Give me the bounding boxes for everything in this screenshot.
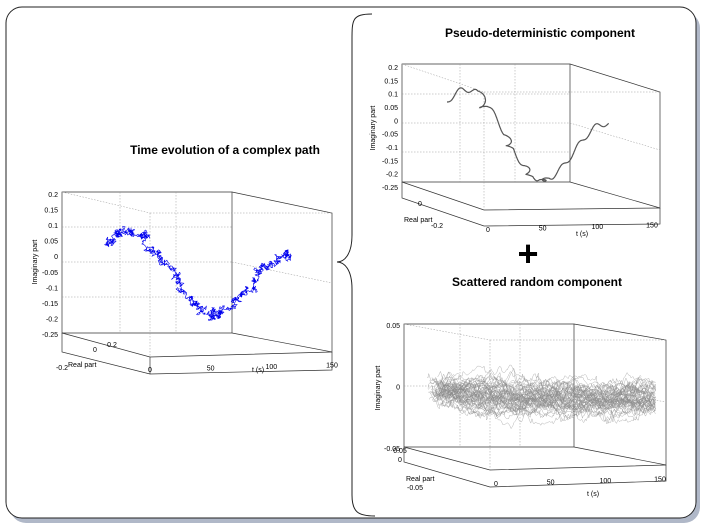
- chart-main-series: [104, 225, 292, 322]
- random-path-trace: [440, 365, 656, 410]
- chart-2-xtick: 50: [547, 480, 555, 487]
- chart-2-ytick: -0.05: [407, 485, 423, 492]
- chart-0-xtick: 150: [326, 363, 338, 370]
- chart-1-ztick: -0.1: [386, 145, 398, 152]
- chart-1-ztick: 0.05: [384, 105, 398, 112]
- chart-1-ztick: -0.15: [382, 158, 398, 165]
- chart-0-ztick: -0.25: [42, 332, 58, 339]
- chart-0-ztick: 0.2: [48, 192, 58, 199]
- random-path-trace: [434, 380, 656, 418]
- chart-random-series: [426, 364, 657, 430]
- chart-0-xtick: 0: [148, 367, 152, 374]
- chart-2-ytick: 0: [398, 457, 402, 464]
- chart-0-ztick: -0.05: [42, 270, 58, 277]
- random-path-trace: [429, 380, 655, 411]
- chart-random-title: Scattered random component: [452, 275, 622, 289]
- chart-1-ztick: 0: [394, 118, 398, 125]
- curly-brace: [336, 13, 376, 517]
- chart-0-ztick: 0.15: [44, 208, 58, 215]
- chart-1-ztick: -0.25: [382, 185, 398, 192]
- chart-1-xtick: 0: [486, 227, 490, 234]
- chart-0-xtick: 100: [265, 364, 277, 371]
- chart-0-ztick: -0.1: [46, 285, 58, 292]
- random-path-trace: [444, 381, 655, 410]
- chart-1-ztick: 0.15: [384, 78, 398, 85]
- chart-0-ztick: 0.05: [44, 239, 58, 246]
- chart-2-ztick: -0.05: [384, 446, 400, 453]
- random-path-trace: [430, 382, 648, 430]
- chart-2-xtick: 150: [654, 477, 666, 484]
- random-path-trace: [435, 384, 656, 415]
- chart-random-xlabel: t (s): [587, 491, 599, 498]
- random-path-trace: [439, 387, 656, 413]
- chart-deterministic-title: Pseudo-deterministic component: [445, 26, 635, 40]
- frame: [5, 6, 697, 519]
- random-path-trace: [438, 377, 652, 416]
- chart-random-ylabel: Real part: [406, 476, 434, 483]
- chart-0-ztick: -0.2: [46, 316, 58, 323]
- chart-deterministic-zlabel: Imaginary part: [370, 106, 377, 151]
- chart-2-xtick: 0: [494, 481, 498, 488]
- chart-0-ytick: 0.2: [107, 342, 117, 349]
- chart-0-ytick: -0.2: [56, 365, 68, 372]
- chart-2-ytick: 0.05: [393, 448, 407, 455]
- chart-main-zlabel: Imaginary part: [32, 240, 39, 285]
- chart-deterministic: Pseudo-deterministic component 0.2 0.15 0.…: [370, 26, 661, 238]
- chart-1-xtick: 150: [646, 223, 658, 230]
- random-path-trace: [434, 375, 642, 426]
- chart-deterministic-ylabel: Real part: [404, 217, 432, 224]
- chart-1-xtick: 50: [539, 226, 547, 233]
- chart-deterministic-box: [401, 63, 661, 227]
- chart-1-ztick: 0.2: [388, 65, 398, 72]
- chart-1-ztick: 0.1: [388, 92, 398, 99]
- chart-main-title: Time evolution of a complex path: [130, 143, 320, 157]
- chart-deterministic-xlabel: t (s): [576, 231, 588, 238]
- plus-operator: +: [517, 233, 538, 274]
- chart-2-xtick: 100: [599, 478, 611, 485]
- chart-2-ztick: 0.05: [386, 323, 400, 330]
- chart-0-xtick: 50: [207, 366, 215, 373]
- chart-1-ytick: -0.2: [431, 223, 443, 230]
- chart-1-ztick: -0.2: [386, 172, 398, 179]
- chart-0-ztick: 0: [54, 254, 58, 261]
- chart-0-ztick: -0.15: [42, 301, 58, 308]
- chart-random: Scattered random component 0.05 0 -0.05 0 5…: [375, 275, 667, 498]
- chart-1-ytick: 0: [418, 201, 422, 208]
- random-path-trace: [440, 377, 656, 411]
- random-path-trace: [435, 372, 649, 409]
- random-path-trace: [439, 383, 657, 404]
- chart-0-ztick: 0.1: [48, 223, 58, 230]
- chart-main-xlabel: t (s): [252, 367, 264, 374]
- random-path-trace: [445, 374, 656, 421]
- chart-random-zlabel: Imaginary part: [375, 366, 382, 411]
- chart-2-ztick: 0: [396, 385, 400, 392]
- chart-main-box: [61, 191, 333, 375]
- chart-deterministic-series: [447, 87, 610, 182]
- random-path-trace: [435, 378, 656, 415]
- chart-0-ytick: 0: [93, 347, 97, 354]
- chart-1-ztick: -0.05: [382, 132, 398, 139]
- random-path-trace: [432, 377, 656, 418]
- chart-main: Time evolution of a complex path 0.20.15…: [32, 143, 338, 375]
- chart-1-xtick: 100: [591, 224, 603, 231]
- chart-main-ylabel: Real part: [68, 362, 96, 369]
